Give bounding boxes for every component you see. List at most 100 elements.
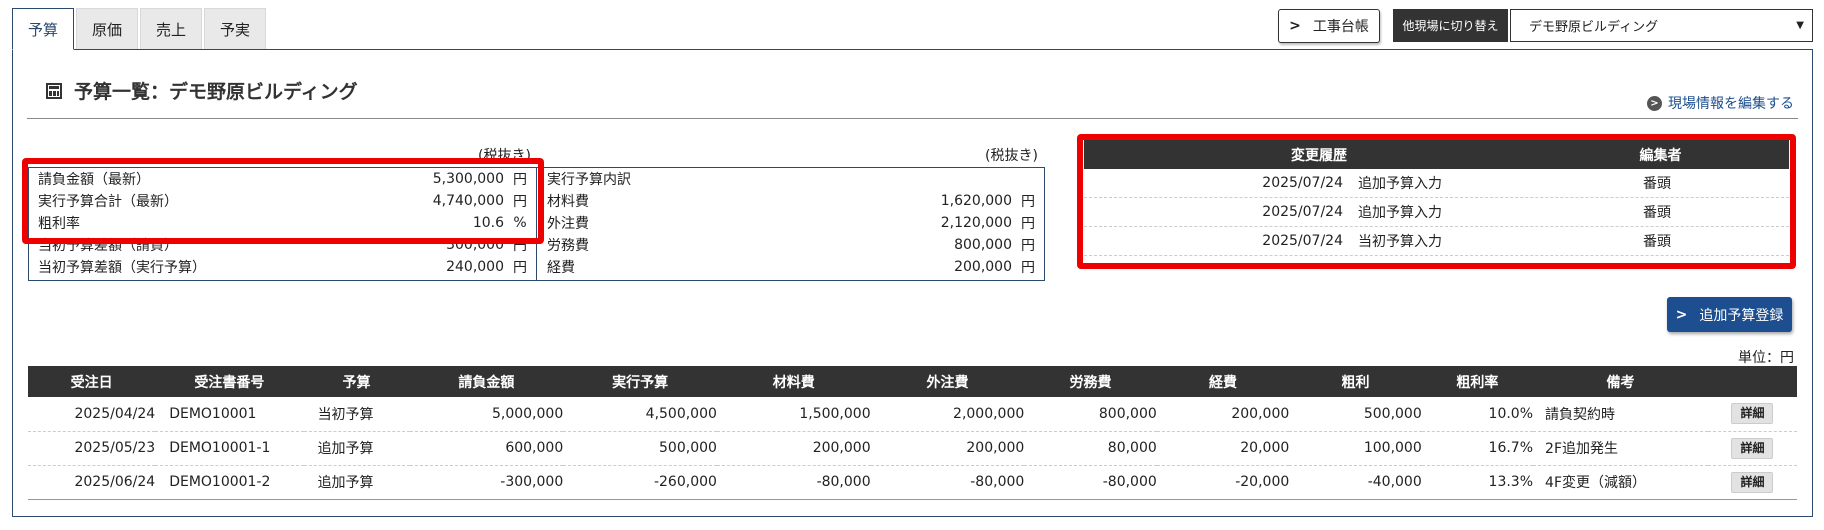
edit-site-info-link[interactable]: > 現場情報を編集する bbox=[1647, 93, 1794, 113]
table-header: 備考 bbox=[1533, 366, 1708, 397]
calculator-icon bbox=[46, 82, 62, 99]
summary-row: 粗利率 10.6% bbox=[29, 212, 536, 234]
summary-value: 800,000 bbox=[954, 237, 1012, 253]
table-cell: -80,000 bbox=[870, 465, 1025, 500]
table-cell: 5,000,000 bbox=[409, 397, 564, 432]
table-row: 2025/06/24 DEMO10001-2 追加予算 -300,000 -260,00… bbox=[28, 465, 1797, 500]
summary-unit: 円 bbox=[1021, 216, 1035, 232]
tax-note-right: (税抜き) bbox=[985, 148, 1038, 164]
highlight-box-summary bbox=[22, 158, 544, 244]
summary-unit: 円 bbox=[1021, 238, 1035, 254]
table-cell: 追加予算 bbox=[303, 465, 410, 500]
change-history: 変更履歴 編集者 2025/07/24 追加予算入力 番頭 2025/07/24 追加予… bbox=[1084, 140, 1789, 256]
table-cell: 2F追加発生 bbox=[1533, 431, 1708, 466]
summary-value: 5,300,000 bbox=[432, 171, 504, 187]
history-row: 2025/07/24 追加予算入力 番頭 bbox=[1084, 169, 1789, 198]
detail-button[interactable]: 詳細 bbox=[1731, 471, 1774, 493]
summary-unit: 円 bbox=[513, 260, 527, 276]
detail-button[interactable]: 詳細 bbox=[1731, 403, 1774, 425]
page-title-text: 予算一覧：デモ野原ビルディング bbox=[74, 81, 358, 103]
tab-budget[interactable]: 予算 bbox=[12, 8, 74, 50]
history-date: 2025/07/24 bbox=[1262, 204, 1343, 220]
summary-right: 実行予算内訳 材料費 1,620,000 円外注費 2,120,000 円労務費 800,0… bbox=[538, 168, 1044, 280]
table-cell-action: 詳細 bbox=[1707, 431, 1797, 466]
highlight-box-history bbox=[1077, 134, 1796, 269]
summary-value: 4,740,000 bbox=[432, 193, 504, 209]
table-cell-action: 詳細 bbox=[1707, 465, 1797, 500]
table-cell: 2025/04/24 bbox=[28, 397, 156, 432]
tab-sales[interactable]: 売上 bbox=[140, 8, 202, 49]
table-cell: 200,000 bbox=[1156, 397, 1290, 432]
summary-value: 1,620,000 bbox=[940, 193, 1012, 209]
table-cell: 2,000,000 bbox=[870, 397, 1025, 432]
summary-unit: 円 bbox=[1021, 260, 1035, 276]
tab-budget-actual[interactable]: 予実 bbox=[204, 8, 266, 49]
table-cell: -260,000 bbox=[563, 465, 717, 500]
tab-cost[interactable]: 原価 bbox=[76, 8, 138, 49]
history-header: 変更履歴 編集者 bbox=[1084, 140, 1789, 169]
switch-site-label: 他現場に切り替え bbox=[1393, 9, 1508, 42]
table-cell: -300,000 bbox=[409, 465, 564, 500]
summary-left: 請負金額（最新） 5,300,000 円実行予算合計（最新） 4,740,000 円粗利… bbox=[29, 168, 537, 280]
history-editor: 番頭 bbox=[1643, 176, 1671, 192]
table-header: 外注費 bbox=[870, 366, 1025, 397]
summary-label: 当初予算差額（実行予算） bbox=[38, 260, 206, 276]
table-header: 労務費 bbox=[1024, 366, 1157, 397]
history-col-editor: 編集者 bbox=[1639, 147, 1682, 164]
construction-ledger-button[interactable]: > 工事台帳 bbox=[1278, 9, 1380, 43]
unit-note: 単位：円 bbox=[1738, 350, 1794, 366]
summary-row: 経費 200,000 円 bbox=[538, 256, 1044, 278]
table-header: 予算 bbox=[303, 366, 410, 397]
site-select[interactable]: デモ野原ビルディング ▼ bbox=[1510, 9, 1813, 42]
summary-unit: 円 bbox=[513, 172, 527, 188]
table-cell: 200,000 bbox=[870, 431, 1025, 466]
chevron-right-icon: > bbox=[1675, 306, 1688, 323]
summary-value: 200,000 bbox=[954, 259, 1012, 275]
summary-row: 実行予算内訳 bbox=[538, 168, 1044, 190]
summary-value: 240,000 bbox=[446, 259, 504, 275]
summary-label: 実行予算内訳 bbox=[547, 172, 631, 188]
table-cell: DEMO10001 bbox=[155, 397, 304, 432]
table-cell: 200,000 bbox=[716, 431, 871, 466]
add-budget-label: 追加予算登録 bbox=[1699, 307, 1784, 324]
table-cell: DEMO10001-2 bbox=[155, 465, 304, 500]
title-divider bbox=[27, 118, 1798, 119]
edit-site-info-label: 現場情報を編集する bbox=[1668, 96, 1794, 112]
table-header bbox=[1707, 366, 1797, 397]
summary-row: 労務費 800,000 円 bbox=[538, 234, 1044, 256]
summary-value: 10.6 bbox=[472, 215, 504, 231]
history-date: 2025/07/24 bbox=[1262, 175, 1343, 191]
table-cell: 600,000 bbox=[409, 431, 564, 466]
table-cell: 当初予算 bbox=[303, 397, 410, 432]
page-title: 予算一覧：デモ野原ビルディング bbox=[46, 77, 358, 104]
table-header: 経費 bbox=[1156, 366, 1290, 397]
history-col-change: 変更履歴 bbox=[1291, 147, 1347, 164]
table-cell: 4,500,000 bbox=[563, 397, 717, 432]
table-header: 粗利率 bbox=[1421, 366, 1534, 397]
table-header: 材料費 bbox=[716, 366, 871, 397]
table-cell: 請負契約時 bbox=[1533, 397, 1708, 432]
table-cell: 100,000 bbox=[1289, 431, 1422, 466]
table-header: 受注書番号 bbox=[155, 366, 304, 397]
summary-row: 材料費 1,620,000 円 bbox=[538, 190, 1044, 212]
summary-row: 実行予算合計（最新） 4,740,000 円 bbox=[29, 190, 536, 212]
table-cell: 2025/06/24 bbox=[28, 465, 156, 500]
history-row: 2025/07/24 当初予算入力 番頭 bbox=[1084, 227, 1789, 256]
table-cell: 20,000 bbox=[1156, 431, 1290, 466]
add-budget-button[interactable]: > 追加予算登録 bbox=[1667, 297, 1792, 332]
history-editor: 番頭 bbox=[1643, 205, 1671, 221]
summary-label: 労務費 bbox=[547, 238, 589, 254]
summary-label: 外注費 bbox=[547, 216, 589, 232]
table-cell: DEMO10001-1 bbox=[155, 431, 304, 466]
table-header: 粗利 bbox=[1289, 366, 1422, 397]
table-cell: 2025/05/23 bbox=[28, 431, 156, 466]
summary-box: 請負金額（最新） 5,300,000 円実行予算合計（最新） 4,740,000 円粗利… bbox=[28, 167, 1045, 281]
summary-label: 請負金額（最新） bbox=[38, 172, 150, 188]
table-header: 受注日 bbox=[28, 366, 156, 397]
table-cell: -80,000 bbox=[716, 465, 871, 500]
summary-row: 請負金額（最新） 5,300,000 円 bbox=[29, 168, 536, 190]
budget-table: 受注日 受注書番号 予算 請負金額 実行予算 材料費 外注費 労務費 経費 粗利 粗利率 備考 202… bbox=[28, 366, 1797, 500]
table-cell: 4F変更（減額） bbox=[1533, 465, 1708, 500]
summary-value: 2,120,000 bbox=[940, 215, 1012, 231]
detail-button[interactable]: 詳細 bbox=[1731, 437, 1774, 459]
